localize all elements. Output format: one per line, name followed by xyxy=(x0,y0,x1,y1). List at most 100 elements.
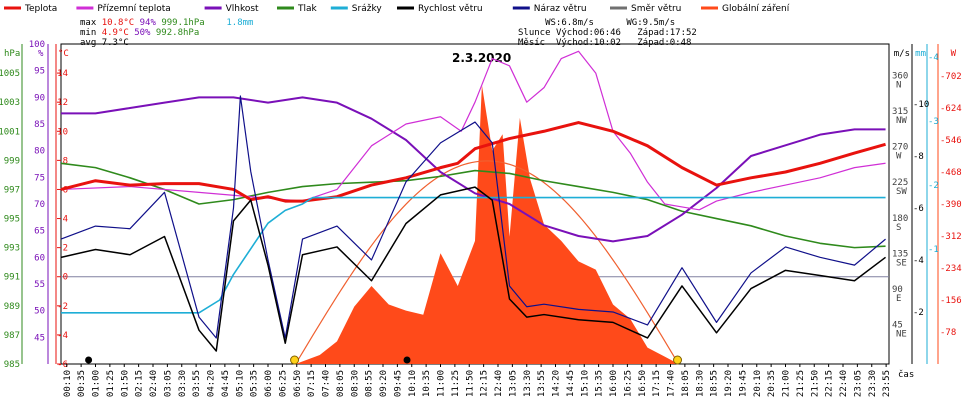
x-tick-22: 09:20 xyxy=(379,370,389,397)
x-tick-9: 03:55 xyxy=(192,370,202,397)
x-tick-21: 08:55 xyxy=(365,370,375,397)
dir-tick-4: 225 xyxy=(892,178,908,188)
dir-lab-1: E xyxy=(896,294,901,304)
x-tick-1: 00:35 xyxy=(77,370,87,397)
ms-tick-4: -10 xyxy=(913,100,929,110)
x-tick-40: 16:50 xyxy=(638,370,648,397)
mm-tick-0: -1 xyxy=(928,245,939,255)
degc-tick-1: -4 xyxy=(57,331,68,341)
x-tick-33: 13:55 xyxy=(537,370,547,397)
ms-tick-3: -8 xyxy=(913,152,924,162)
rain-line xyxy=(61,196,886,314)
unit-mm: mm xyxy=(915,49,926,59)
x-tick-50: 21:00 xyxy=(782,370,792,397)
humidity-line xyxy=(61,96,886,243)
x-tick-19: 08:05 xyxy=(336,370,346,397)
x-tick-11: 04:45 xyxy=(221,370,231,397)
legend-label-6: Náraz větru xyxy=(534,4,587,14)
degc-tick-3: 0 xyxy=(63,273,68,283)
marker-moon-set xyxy=(85,356,93,364)
degc-tick-5: 4 xyxy=(63,215,68,225)
dir-tick-0: 45 xyxy=(892,320,903,330)
ms-tick-1: -4 xyxy=(913,256,924,266)
x-tick-46: 19:20 xyxy=(724,370,734,397)
dir-tick-2: 135 xyxy=(892,249,908,259)
x-tick-42: 17:40 xyxy=(667,370,677,397)
pressure-line xyxy=(60,162,886,249)
wind-wg: WG:9.5m/s xyxy=(626,18,676,28)
legend-label-3: Tlak xyxy=(297,4,318,14)
stats-avg-label: avg xyxy=(80,38,97,48)
x-tick-15: 06:25 xyxy=(278,370,288,397)
radiation-clear-sky-arc xyxy=(295,160,680,365)
w-tick-5: -468 xyxy=(940,168,962,178)
x-tick-12: 05:10 xyxy=(235,370,245,397)
degc-tick-0: -6 xyxy=(57,360,68,370)
x-tick-53: 22:15 xyxy=(825,370,835,397)
hpa-tick-2: 989 xyxy=(4,302,20,312)
x-tick-3: 01:25 xyxy=(106,370,116,397)
sun-set: Západ:17:52 xyxy=(637,28,697,38)
x-tick-23: 09:45 xyxy=(393,370,403,397)
unit-ms: m/s xyxy=(894,49,910,59)
w-tick-0: -78 xyxy=(940,328,956,338)
wind-speed-line xyxy=(60,186,887,352)
degc-tick-6: 6 xyxy=(63,185,68,195)
stats-max-rain: 1.8mm xyxy=(226,18,254,28)
wind-ws: WS:6.8m/s xyxy=(545,18,594,28)
x-tick-35: 14:45 xyxy=(566,370,576,397)
dir-lab-5: W xyxy=(896,152,902,162)
hpa-tick-3: 991 xyxy=(4,273,20,283)
w-tick-3: -312 xyxy=(940,232,962,242)
x-tick-7: 03:05 xyxy=(163,370,173,397)
pct-tick-4: 65 xyxy=(34,227,45,237)
x-tick-45: 18:55 xyxy=(710,370,720,397)
legend-label-7: Směr větru xyxy=(631,4,681,14)
dir-tick-6: 315 xyxy=(892,107,908,117)
x-tick-41: 17:15 xyxy=(652,370,662,397)
x-tick-43: 18:05 xyxy=(681,370,691,397)
dir-tick-7: 360 xyxy=(892,72,908,82)
stats-min-hum: 50% xyxy=(134,28,151,38)
x-tick-56: 23:30 xyxy=(868,370,878,397)
legend-label-0: Teplota xyxy=(24,4,57,14)
temperature-line xyxy=(60,121,886,203)
legend-label-1: Přízemní teplota xyxy=(97,4,170,14)
pct-tick-10: 95 xyxy=(34,67,45,77)
legend-label-8: Globální záření xyxy=(722,4,790,14)
pct-tick-9: 90 xyxy=(34,93,45,103)
stats-panel: max 10.8°C 94% 999.1hPa 1.8mm min 4.9°C … xyxy=(80,18,253,48)
w-tick-2: -234 xyxy=(940,264,962,274)
degc-unit: °C xyxy=(58,49,69,59)
x-tick-2: 01:00 xyxy=(92,370,102,397)
mm-tick-1: -2 xyxy=(928,181,939,191)
ms-tick-0: -2 xyxy=(913,308,924,318)
dir-lab-6: NW xyxy=(896,116,907,126)
dir-tick-5: 270 xyxy=(892,143,908,153)
pct-tick-6: 75 xyxy=(34,173,45,183)
hpa-tick-5: 995 xyxy=(4,215,20,225)
stats-min-temp: 4.9°C xyxy=(101,28,129,38)
marker-sun-set xyxy=(673,355,683,365)
w-tick-6: -546 xyxy=(940,136,962,146)
x-tick-10: 04:20 xyxy=(207,370,217,397)
x-tick-34: 14:20 xyxy=(552,370,562,397)
x-tick-44: 18:30 xyxy=(695,370,705,397)
pct-tick-5: 70 xyxy=(34,200,45,210)
x-tick-13: 05:35 xyxy=(250,370,260,397)
stats-max-label: max xyxy=(80,18,97,28)
gust-line xyxy=(60,95,886,339)
x-tick-39: 16:25 xyxy=(623,370,633,397)
w-tick-7: -624 xyxy=(940,104,962,114)
ground-temp-line xyxy=(60,50,886,211)
unit-w: W xyxy=(951,49,957,59)
dir-tick-1: 90 xyxy=(892,285,903,295)
pct-tick-8: 85 xyxy=(34,120,45,130)
x-tick-24: 10:10 xyxy=(408,370,418,397)
x-tick-49: 20:35 xyxy=(767,370,777,397)
stats-avg-temp: 7.3°C xyxy=(101,38,129,48)
moon-set: Západ:0:48 xyxy=(637,38,692,48)
degc-tick-7: 8 xyxy=(63,156,68,166)
moon-rise: Východ:10:02 xyxy=(555,38,621,48)
